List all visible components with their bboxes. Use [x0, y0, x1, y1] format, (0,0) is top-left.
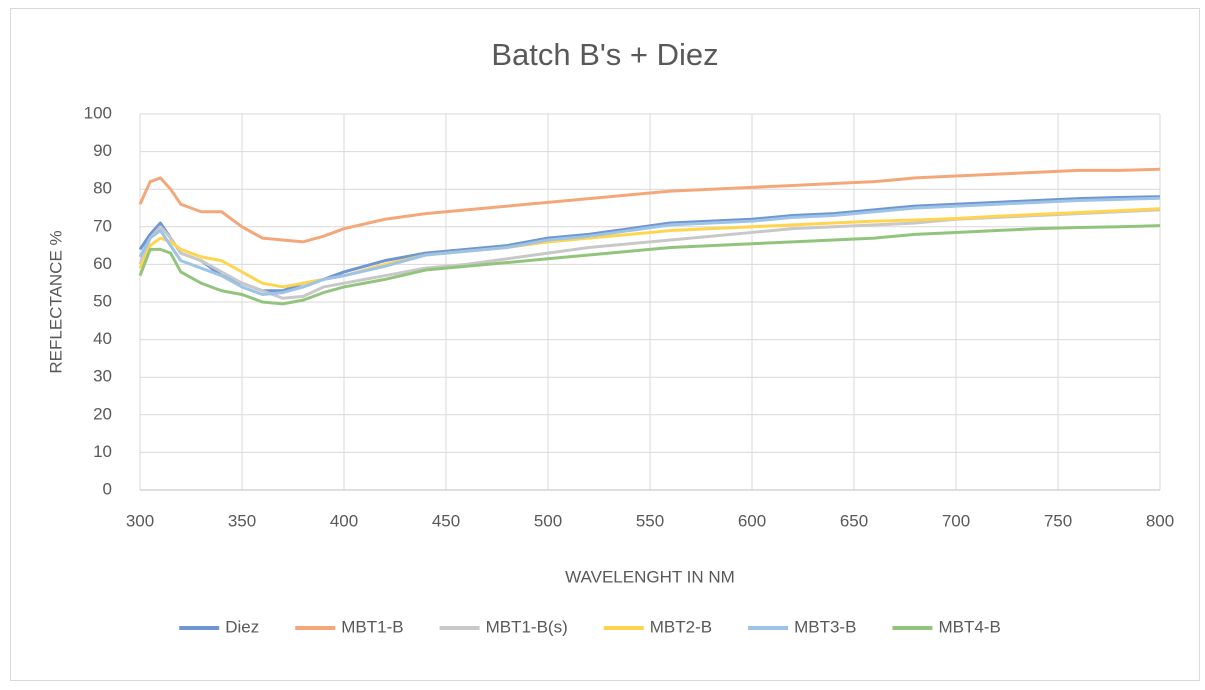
series-line: [138, 196, 1161, 296]
x-tick-label: 300: [126, 511, 154, 530]
y-tick-label: 80: [93, 179, 112, 198]
y-tick-label: 90: [93, 141, 112, 160]
y-tick-label: 40: [93, 329, 112, 348]
y-tick-label: 50: [93, 291, 112, 310]
legend-label: MBT4-B: [938, 617, 1000, 636]
x-tick-label: 550: [636, 511, 664, 530]
series-line: [138, 167, 1161, 244]
x-tick-label: 400: [330, 511, 358, 530]
x-axis-label: WAVELENGHT IN NM: [565, 567, 735, 586]
x-tick-label: 600: [738, 511, 766, 530]
y-tick-label: 20: [93, 404, 112, 423]
legend-label: MBT3-B: [794, 617, 856, 636]
x-tick-label: 700: [942, 511, 970, 530]
y-tick-label: 60: [93, 254, 112, 273]
x-tick-label: 500: [534, 511, 562, 530]
legend-label: MBT2-B: [650, 617, 712, 636]
x-tick-label: 450: [432, 511, 460, 530]
series-line: [138, 208, 1161, 300]
y-tick-label: 10: [93, 442, 112, 461]
series-line: [138, 224, 1161, 306]
y-tick-label: 70: [93, 216, 112, 235]
x-tick-label: 800: [1146, 511, 1174, 530]
y-tick-label: 0: [103, 479, 112, 498]
y-axis-label: REFLECTANCE %: [46, 230, 65, 373]
legend-label: MBT1-B: [341, 617, 403, 636]
y-tick-label: 30: [93, 367, 112, 386]
legend-label: Diez: [225, 617, 259, 636]
chart-border: [10, 8, 1200, 681]
y-tick-label: 100: [84, 103, 112, 122]
legend-label: MBT1-B(s): [486, 617, 568, 636]
x-tick-label: 650: [840, 511, 868, 530]
x-tick-label: 750: [1044, 511, 1072, 530]
chart-title: Batch B's + Diez: [491, 37, 718, 72]
x-tick-label: 350: [228, 511, 256, 530]
